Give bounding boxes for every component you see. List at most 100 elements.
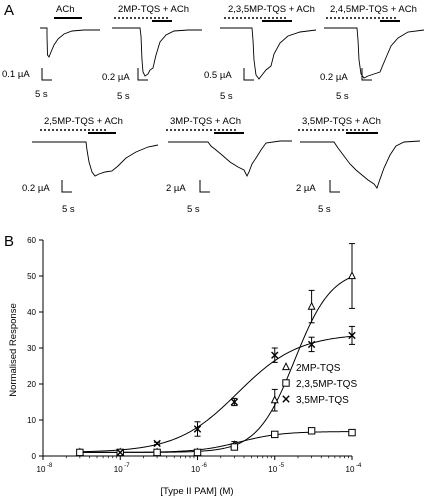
x-marker bbox=[271, 351, 279, 359]
current-scale: 0.2 µA bbox=[102, 72, 130, 83]
scale-bar bbox=[61, 180, 72, 193]
square-marker bbox=[230, 443, 239, 451]
legend-label: 2,3,5MP-TQS bbox=[296, 379, 357, 390]
current-scale: 2 µA bbox=[296, 183, 316, 194]
x-marker bbox=[230, 398, 239, 406]
scale-bar bbox=[199, 180, 210, 193]
trace-label: 2,4,5MP-TQS + ACh bbox=[330, 4, 417, 15]
x-axis-title: [Type II PAM] (M) bbox=[160, 486, 233, 497]
x-tick-exponent: -8 bbox=[47, 463, 53, 469]
trace-label: 3,5MP-TQS + ACh bbox=[302, 116, 381, 127]
square-marker bbox=[193, 448, 202, 457]
x-marker bbox=[348, 331, 356, 340]
time-scale: 5 s bbox=[318, 204, 331, 215]
y-tick-label: 60 bbox=[27, 236, 36, 245]
x-marker-stroke bbox=[193, 425, 202, 433]
current-scale: 0.1 µA bbox=[2, 69, 30, 80]
current-trace bbox=[220, 27, 317, 80]
x-marker bbox=[193, 425, 202, 433]
x-tick-exponent: -6 bbox=[202, 463, 208, 469]
triangle-marker bbox=[270, 395, 279, 404]
current-scale: 0.5 µA bbox=[204, 70, 232, 81]
legend: 2MP-TQS 2,3,5MP-TQS 3,5MP-TQS bbox=[281, 362, 357, 406]
trace-label: 2MP-TQS + ACh bbox=[118, 4, 189, 15]
y-ticks: 0 10 20 30 40 50 60 bbox=[27, 236, 43, 461]
x-tick-label: 10 bbox=[268, 465, 277, 474]
scale-bar bbox=[361, 68, 372, 81]
data-points bbox=[75, 271, 357, 457]
current-trace bbox=[324, 27, 425, 79]
trace-ach: ACh 0.1 µA 5 s bbox=[2, 4, 100, 100]
triangle-marker bbox=[281, 362, 291, 371]
y-tick-label: 30 bbox=[27, 344, 36, 353]
x-marker-stroke bbox=[230, 398, 239, 406]
x-tick-exponent: -5 bbox=[279, 463, 285, 469]
x-tick-label: 10 bbox=[191, 465, 200, 474]
x-tick-exponent: -7 bbox=[124, 463, 130, 469]
x-marker-stroke bbox=[116, 448, 124, 457]
square-marker bbox=[348, 428, 356, 437]
x-tick-label: 10 bbox=[114, 465, 123, 474]
x-tick-exponent: -4 bbox=[356, 463, 362, 469]
x-marker bbox=[282, 395, 290, 403]
scale-bar bbox=[137, 68, 148, 81]
y-axis-title: Normalised Response bbox=[8, 303, 19, 396]
time-scale: 5 s bbox=[187, 204, 200, 215]
trace-25mp-tqs: 2,5MP-TQS + ACh 0.2 µA 5 s bbox=[22, 116, 159, 215]
scale-bar bbox=[41, 68, 52, 81]
current-scale: 2 µA bbox=[166, 183, 186, 194]
x-marker-stroke bbox=[348, 331, 356, 340]
trace-label: 2,5MP-TQS + ACh bbox=[44, 116, 123, 127]
x-ticks: 10 -8 10 -7 10 -6 10 -5 10 -4 bbox=[37, 456, 362, 474]
x-marker bbox=[116, 448, 124, 457]
time-scale: 5 s bbox=[117, 91, 130, 102]
y-tick-label: 50 bbox=[27, 272, 36, 281]
square-marker bbox=[153, 448, 161, 457]
fit-curves bbox=[79, 276, 352, 453]
triangle-marker bbox=[347, 271, 357, 280]
error-bars bbox=[154, 243, 355, 455]
trace-2mp-tqs: 2MP-TQS + ACh 0.2 µA 5 s bbox=[102, 4, 202, 102]
fit-curve bbox=[79, 335, 352, 453]
trace-label: ACh bbox=[56, 4, 74, 15]
current-trace bbox=[300, 140, 421, 189]
x-marker-stroke bbox=[307, 340, 316, 349]
current-trace bbox=[40, 27, 100, 58]
x-marker bbox=[153, 439, 161, 448]
y-tick-label: 20 bbox=[27, 380, 36, 389]
panel-a-letter: A bbox=[4, 2, 14, 19]
x-marker-stroke bbox=[153, 439, 161, 448]
current-scale: 0.2 µA bbox=[320, 72, 348, 83]
current-trace bbox=[168, 140, 292, 178]
triangle-marker bbox=[307, 301, 316, 310]
time-scale: 5 s bbox=[336, 91, 349, 102]
x-marker bbox=[307, 340, 316, 349]
square-marker bbox=[307, 427, 316, 435]
fit-curve bbox=[79, 431, 352, 453]
scale-bar bbox=[243, 68, 254, 81]
time-scale: 5 s bbox=[220, 91, 233, 102]
x-tick-label: 10 bbox=[37, 465, 46, 474]
square-marker bbox=[271, 430, 279, 439]
trace-245mp-tqs: 2,4,5MP-TQS + ACh 0.2 µA 5 s bbox=[320, 4, 425, 102]
y-tick-label: 10 bbox=[27, 416, 36, 425]
square-marker bbox=[282, 379, 290, 387]
x-marker-stroke bbox=[282, 395, 290, 403]
trace-3mp-tqs: 3MP-TQS + ACh 2 µA 5 s bbox=[166, 116, 292, 215]
trace-235mp-tqs: 2,3,5MP-TQS + ACh 0.5 µA 5 s bbox=[204, 4, 317, 102]
scale-bar bbox=[329, 180, 340, 193]
trace-35mp-tqs: 3,5MP-TQS + ACh 2 µA 5 s bbox=[296, 116, 421, 215]
current-trace bbox=[112, 27, 202, 77]
time-scale: 5 s bbox=[35, 89, 48, 100]
y-tick-label: 0 bbox=[32, 452, 37, 461]
x-tick-label: 10 bbox=[346, 465, 355, 474]
time-scale: 5 s bbox=[62, 204, 75, 215]
current-trace bbox=[32, 141, 159, 177]
y-tick-label: 40 bbox=[27, 308, 36, 317]
panel-b-letter: B bbox=[4, 233, 14, 250]
x-marker-stroke bbox=[271, 351, 279, 359]
trace-label: 3MP-TQS + ACh bbox=[170, 116, 241, 127]
current-scale: 0.2 µA bbox=[22, 183, 50, 194]
